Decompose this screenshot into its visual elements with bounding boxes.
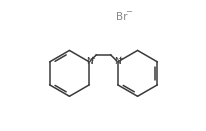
Text: Br: Br bbox=[115, 12, 127, 22]
Text: N: N bbox=[114, 57, 121, 66]
Text: N: N bbox=[85, 57, 92, 66]
Text: −: − bbox=[124, 8, 131, 17]
Text: +: + bbox=[89, 56, 95, 62]
Text: +: + bbox=[117, 56, 123, 62]
